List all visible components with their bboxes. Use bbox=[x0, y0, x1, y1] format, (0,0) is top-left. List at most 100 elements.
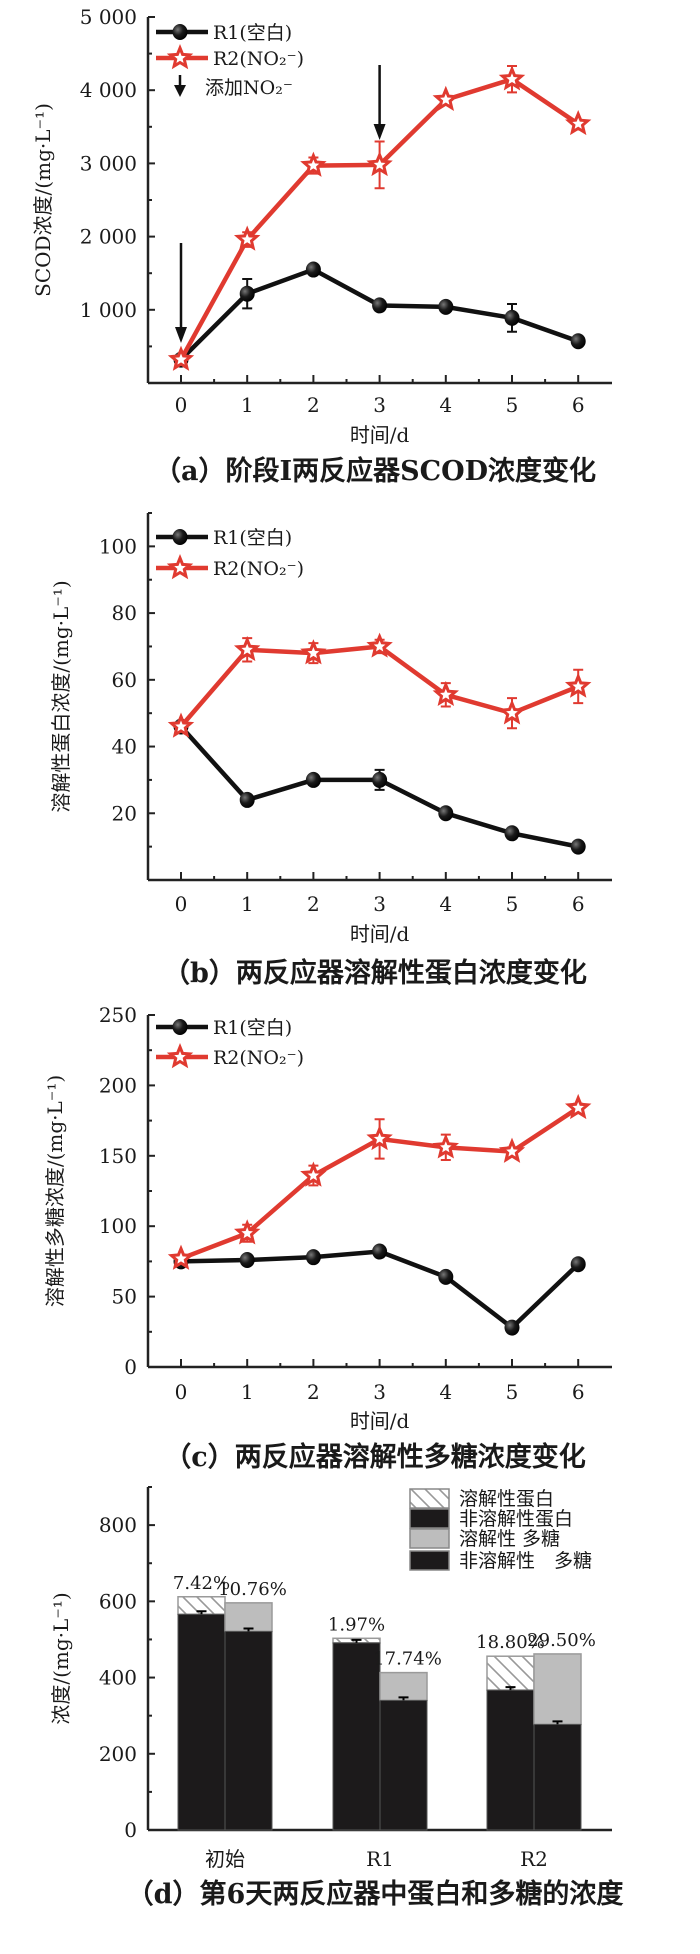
y-tick-label: 40 bbox=[112, 735, 137, 759]
y-axis-label: 溶解性多糖浓度/(mg·L⁻¹) bbox=[43, 1075, 67, 1307]
data-point bbox=[300, 639, 327, 665]
x-axis-label: 时间/d bbox=[350, 922, 410, 946]
series-r1 bbox=[173, 1243, 586, 1336]
legend-label: 溶解性 多糖 bbox=[459, 1528, 560, 1550]
x-tick-label: 3 bbox=[373, 1380, 386, 1404]
x-tick-label: 4 bbox=[439, 1380, 452, 1404]
data-point bbox=[564, 1093, 592, 1120]
data-point bbox=[570, 838, 586, 855]
y-tick-label: 80 bbox=[112, 601, 137, 625]
percent-label: 10.76% bbox=[218, 1579, 287, 1600]
legend-swatch bbox=[409, 1508, 450, 1529]
legend-marker bbox=[172, 529, 188, 545]
x-tick-label: 0 bbox=[175, 1380, 188, 1404]
y-axis-label: 溶解性蛋白浓度/(mg·L⁻¹) bbox=[49, 580, 73, 812]
error-bar bbox=[552, 1720, 563, 1725]
data-point bbox=[305, 771, 321, 788]
error-bar bbox=[505, 1686, 516, 1691]
data-point bbox=[565, 109, 592, 136]
data-point bbox=[498, 1137, 526, 1163]
series-r1 bbox=[173, 261, 586, 368]
data-point bbox=[438, 805, 454, 822]
legend-label: R1(空白) bbox=[213, 22, 292, 44]
x-category-label: R2 bbox=[520, 1847, 548, 1871]
y-tick-label: 0 bbox=[124, 1818, 137, 1842]
x-axis-label: 时间/d bbox=[350, 423, 410, 447]
x-axis-label: 时间/d bbox=[350, 1409, 410, 1433]
y-tick-label: 100 bbox=[99, 1214, 137, 1238]
series-r2 bbox=[167, 632, 592, 738]
x-category-label: R1 bbox=[366, 1847, 394, 1871]
y-tick-label: 4 000 bbox=[80, 78, 137, 102]
percent-label: 18.80% bbox=[476, 1632, 545, 1653]
y-tick-label: 0 bbox=[124, 1355, 137, 1379]
error-bar bbox=[351, 1638, 362, 1643]
data-point bbox=[504, 309, 520, 326]
data-point bbox=[372, 771, 388, 788]
x-tick-label: 2 bbox=[307, 393, 320, 417]
bar-insoluble-protein bbox=[486, 1689, 535, 1831]
legend-marker bbox=[172, 24, 188, 40]
data-point bbox=[305, 261, 321, 278]
x-tick-label: 6 bbox=[572, 393, 585, 417]
data-point bbox=[233, 225, 261, 251]
y-axis-label: 浓度/(mg·L⁻¹) bbox=[49, 1592, 73, 1724]
bar-insoluble-polysaccharide bbox=[224, 1630, 273, 1831]
series-r2 bbox=[167, 1093, 592, 1270]
data-point bbox=[498, 699, 526, 725]
legend-marker bbox=[166, 554, 194, 580]
legend-label: R1(空白) bbox=[213, 1017, 292, 1039]
legend-label: R2(NO₂⁻) bbox=[213, 1047, 304, 1069]
data-point bbox=[239, 791, 255, 808]
legend-label: R2(NO₂⁻) bbox=[213, 48, 304, 70]
y-tick-label: 60 bbox=[112, 668, 137, 692]
x-tick-label: 1 bbox=[241, 1380, 254, 1404]
y-tick-label: 200 bbox=[99, 1742, 137, 1766]
legend-swatch bbox=[409, 1528, 450, 1549]
y-tick-label: 5 000 bbox=[80, 5, 137, 29]
x-tick-label: 3 bbox=[373, 393, 386, 417]
data-point bbox=[305, 1249, 321, 1266]
bar-soluble-polysaccharide bbox=[533, 1653, 582, 1726]
x-tick-label: 2 bbox=[307, 1380, 320, 1404]
data-point bbox=[504, 825, 520, 842]
x-tick-label: 5 bbox=[506, 892, 519, 916]
data-point bbox=[239, 285, 255, 302]
panel-caption: （d）第6天两反应器中蛋白和多糖的浓度 bbox=[127, 1878, 624, 1910]
data-point bbox=[167, 345, 195, 371]
legend-label: 溶解性蛋白 bbox=[459, 1488, 554, 1510]
x-tick-label: 4 bbox=[439, 892, 452, 916]
data-point bbox=[438, 1268, 454, 1285]
bar-insoluble-polysaccharide bbox=[379, 1699, 428, 1831]
arrow-head-icon bbox=[373, 124, 386, 140]
data-point bbox=[167, 1244, 195, 1270]
data-point bbox=[564, 672, 592, 698]
error-bar bbox=[196, 1610, 207, 1615]
bar-insoluble-protein bbox=[332, 1642, 381, 1831]
data-point bbox=[498, 65, 526, 91]
percent-label: 1.97% bbox=[328, 1614, 385, 1635]
y-tick-label: 150 bbox=[99, 1144, 137, 1168]
data-point bbox=[432, 1133, 460, 1159]
y-tick-label: 3 000 bbox=[80, 151, 137, 175]
panel-caption: （a）阶段I两反应器SCOD浓度变化 bbox=[154, 455, 596, 487]
legend-label: 非溶解性 多糖 bbox=[459, 1550, 592, 1572]
y-tick-label: 50 bbox=[112, 1285, 137, 1309]
data-point bbox=[504, 1319, 520, 1336]
percent-label: 29.50% bbox=[527, 1630, 596, 1651]
x-tick-label: 0 bbox=[175, 393, 188, 417]
series-r1 bbox=[173, 718, 586, 855]
y-tick-label: 1 000 bbox=[80, 298, 137, 322]
data-point bbox=[438, 298, 454, 315]
chart-panel-a: 1 000 2 000 3 000 4 000 5 000 SCOD浓度/(mg·L⁻¹)… bbox=[31, 5, 612, 487]
y-tick-label: 250 bbox=[99, 1003, 137, 1027]
data-point bbox=[432, 680, 460, 707]
data-point bbox=[366, 1124, 393, 1151]
legend-swatch bbox=[409, 1488, 450, 1509]
data-point bbox=[233, 635, 261, 662]
data-point bbox=[366, 150, 393, 177]
chart-panel-c: 050100150200250溶解性多糖浓度/(mg·L⁻¹)（c）两反应器溶解… bbox=[43, 1003, 612, 1473]
y-tick-label: 100 bbox=[99, 534, 137, 558]
x-tick-label: 1 bbox=[241, 393, 254, 417]
